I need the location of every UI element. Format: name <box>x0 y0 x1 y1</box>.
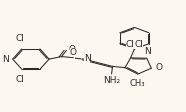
Text: N: N <box>144 47 151 56</box>
Text: Cl: Cl <box>15 75 24 84</box>
Text: Cl: Cl <box>126 40 134 49</box>
Text: O: O <box>68 45 75 54</box>
Text: O: O <box>70 48 77 57</box>
Text: O: O <box>155 63 163 72</box>
Text: NH₂: NH₂ <box>103 76 120 85</box>
Text: Cl: Cl <box>15 34 24 43</box>
Text: CH₃: CH₃ <box>129 79 145 88</box>
Text: Cl: Cl <box>134 40 143 49</box>
Text: N: N <box>2 55 9 64</box>
Text: N: N <box>84 54 90 63</box>
